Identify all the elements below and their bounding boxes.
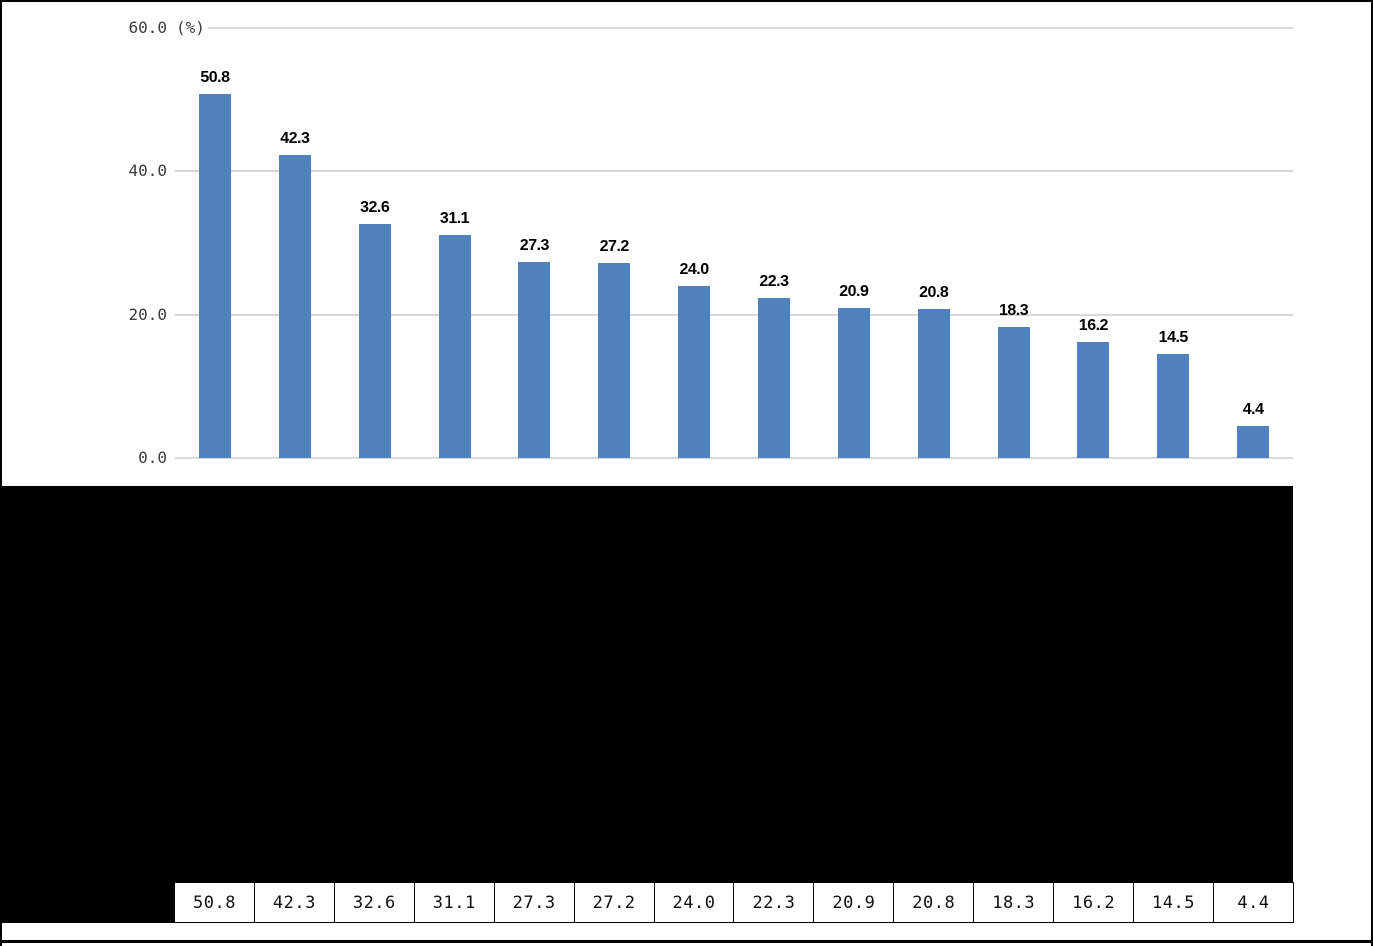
bar-slot: 20.9 bbox=[814, 28, 894, 458]
bar bbox=[917, 308, 950, 458]
table-value-cell: 20.9 bbox=[813, 883, 893, 922]
table-value-cell: 27.3 bbox=[493, 883, 574, 922]
bar-slot: 4.4 bbox=[1213, 28, 1293, 458]
table-value-cell: 22.3 bbox=[733, 883, 813, 922]
bar bbox=[757, 298, 790, 458]
bar-value-label: 16.2 bbox=[1078, 316, 1109, 334]
table-value-cell: 27.2 bbox=[573, 883, 654, 922]
bar-slot: 24.0 bbox=[654, 28, 734, 458]
bar-value-label: 20.8 bbox=[919, 283, 949, 301]
bar-slot: 22.3 bbox=[734, 28, 814, 458]
bar-slot: 20.8 bbox=[894, 28, 974, 458]
bar-value-label: 4.4 bbox=[1242, 401, 1264, 419]
bar-value-label: 50.8 bbox=[200, 68, 230, 86]
bar-slot: 27.2 bbox=[574, 28, 654, 458]
table-value-cell: 18.3 bbox=[973, 883, 1053, 922]
bar bbox=[678, 286, 711, 458]
table-value-cell: 50.8 bbox=[192, 892, 236, 913]
bar bbox=[518, 262, 551, 458]
bar-slot: 32.6 bbox=[335, 28, 415, 458]
bar-slot: 14.5 bbox=[1133, 28, 1213, 458]
bar bbox=[1237, 426, 1270, 458]
bar bbox=[837, 308, 870, 458]
bar-value-label: 27.2 bbox=[599, 238, 630, 256]
bottom-frame-rule bbox=[2, 940, 1371, 943]
y-axis: 60.0 40.0 20.0 0.0 bbox=[2, 19, 167, 467]
y-tick-label: 60.0 bbox=[128, 18, 167, 37]
table-value-cell: 14.5 bbox=[1133, 883, 1213, 922]
y-tick-label: 40.0 bbox=[128, 161, 167, 181]
gridline bbox=[175, 27, 1293, 29]
bar-slot: 18.3 bbox=[974, 28, 1054, 458]
bar-chart-plot-area: 50.8 42.3 32.6 31.1 27.3 27.2 24.0 22.3 20.9 20.8… bbox=[175, 27, 1293, 459]
bar-value-label: 27.3 bbox=[519, 237, 550, 255]
bar bbox=[598, 263, 631, 458]
gridline bbox=[175, 170, 1293, 173]
y-tick-label: 20.0 bbox=[128, 304, 167, 324]
data-value-table: 50.8 42.3 32.6 31.1 27.3 27.2 24.0 22.3 20.9 20.8… bbox=[174, 882, 1294, 923]
bar bbox=[358, 224, 391, 458]
y-axis-unit-label: (%) bbox=[173, 19, 208, 37]
bar bbox=[438, 235, 471, 458]
table-value-cell: 32.6 bbox=[333, 883, 414, 922]
bar-slot: 27.3 bbox=[494, 28, 574, 458]
bar-slot: 42.3 bbox=[255, 28, 335, 458]
bars-container: 50.8 42.3 32.6 31.1 27.3 27.2 24.0 22.3 20.9 20.8… bbox=[175, 28, 1293, 458]
bar bbox=[198, 93, 231, 458]
bar-value-label: 20.9 bbox=[839, 283, 869, 301]
gridline bbox=[175, 457, 1293, 459]
table-value-cell: 20.8 bbox=[893, 883, 973, 922]
gridline bbox=[175, 313, 1293, 316]
bar-value-label: 31.1 bbox=[439, 210, 470, 228]
bar bbox=[1157, 354, 1190, 458]
table-value-cell: 42.3 bbox=[253, 883, 334, 922]
bar bbox=[997, 326, 1030, 458]
bar-slot: 31.1 bbox=[415, 28, 495, 458]
bar-value-label: 22.3 bbox=[759, 273, 789, 291]
table-value-cell: 31.1 bbox=[413, 883, 494, 922]
bar-value-label: 18.3 bbox=[998, 301, 1029, 319]
bar-slot: 50.8 bbox=[175, 28, 255, 458]
table-value-cell: 16.2 bbox=[1053, 883, 1133, 922]
table-value-cell: 24.0 bbox=[653, 883, 734, 922]
bar-value-label: 42.3 bbox=[280, 129, 310, 147]
bar-slot: 16.2 bbox=[1053, 28, 1133, 458]
table-value-cell: 4.4 bbox=[1212, 883, 1293, 922]
bar-value-label: 14.5 bbox=[1158, 329, 1189, 347]
y-tick-label: 0.0 bbox=[138, 448, 167, 467]
bar-value-label: 32.6 bbox=[360, 199, 390, 217]
redacted-category-labels-block bbox=[2, 486, 1293, 923]
bar-value-label: 24.0 bbox=[679, 261, 710, 278]
bar bbox=[278, 154, 311, 458]
bar bbox=[1077, 341, 1110, 458]
